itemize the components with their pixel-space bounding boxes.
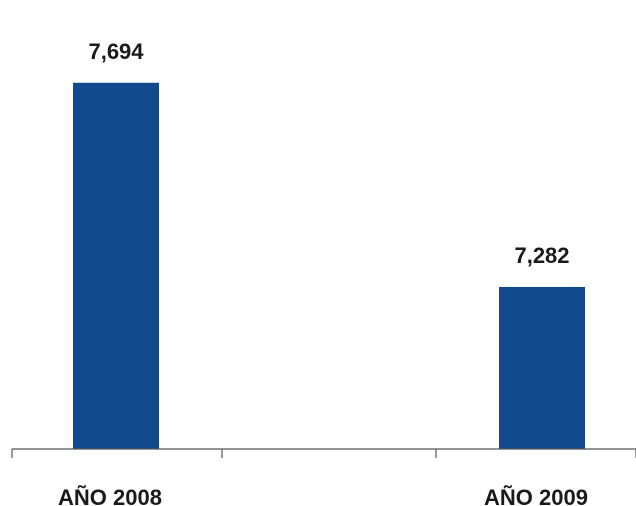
x-axis-category-label: AÑO 2008 [58, 485, 162, 506]
bar-2 [499, 286, 585, 449]
bar-value-label: 7,694 [88, 39, 144, 64]
bars-group [73, 82, 585, 449]
labels-group: 7,694 AÑO 2008 7,282 AÑO 2009 [58, 39, 588, 506]
bar-1 [73, 82, 159, 449]
bar-value-label: 7,282 [514, 243, 569, 268]
x-axis-category-label: AÑO 2009 [484, 485, 588, 506]
x-axis [11, 448, 636, 458]
